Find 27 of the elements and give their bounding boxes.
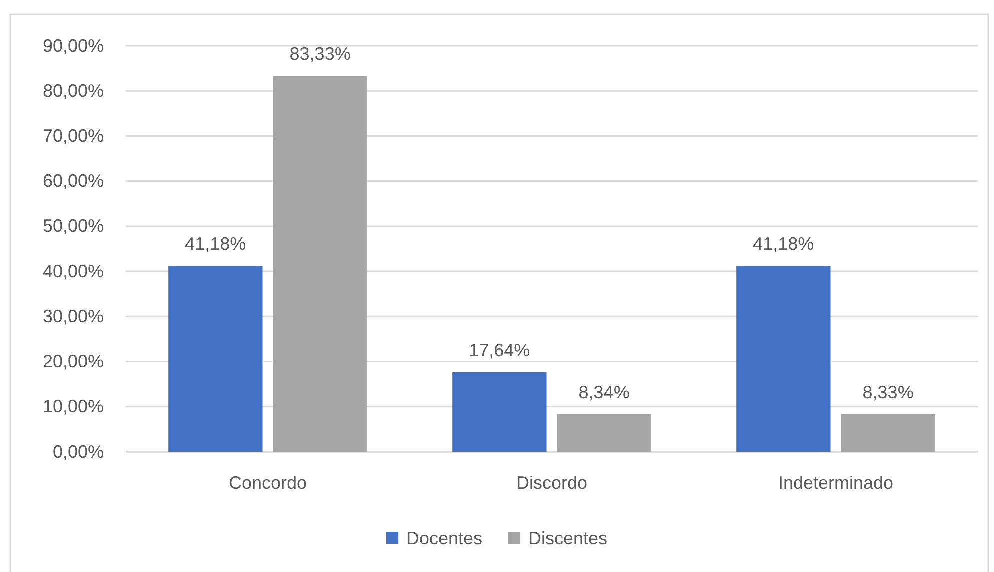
- data-label: 41,18%: [753, 234, 814, 254]
- x-tick-label: Indeterminado: [778, 472, 894, 493]
- y-tick-label: 20,00%: [42, 352, 104, 372]
- data-label: 83,33%: [290, 44, 351, 64]
- bar: [452, 372, 547, 452]
- legend-label: Discentes: [528, 528, 608, 548]
- data-label: 8,34%: [578, 382, 630, 402]
- x-tick-label: Concordo: [228, 472, 308, 493]
- legend-label: Docentes: [406, 528, 483, 548]
- y-tick-label: 10,00%: [42, 396, 104, 417]
- data-label: 17,64%: [469, 340, 530, 360]
- data-label: 8,33%: [862, 382, 914, 402]
- y-tick-label: 60,00%: [42, 171, 104, 192]
- y-tick-label: 50,00%: [42, 216, 104, 236]
- y-tick-label: 70,00%: [42, 126, 104, 146]
- x-tick-label: Discordo: [516, 472, 588, 493]
- y-tick-label: 30,00%: [42, 306, 104, 326]
- bar: [841, 414, 936, 452]
- bar: [273, 76, 368, 452]
- y-tick-label: 0,00%: [52, 442, 104, 462]
- bar: [736, 266, 831, 452]
- y-tick-label: 40,00%: [42, 261, 104, 282]
- bar: [557, 414, 652, 452]
- data-label: 41,18%: [185, 234, 246, 254]
- bar: [168, 266, 263, 452]
- y-tick-label: 80,00%: [42, 80, 104, 101]
- y-tick-label: 90,00%: [42, 36, 104, 56]
